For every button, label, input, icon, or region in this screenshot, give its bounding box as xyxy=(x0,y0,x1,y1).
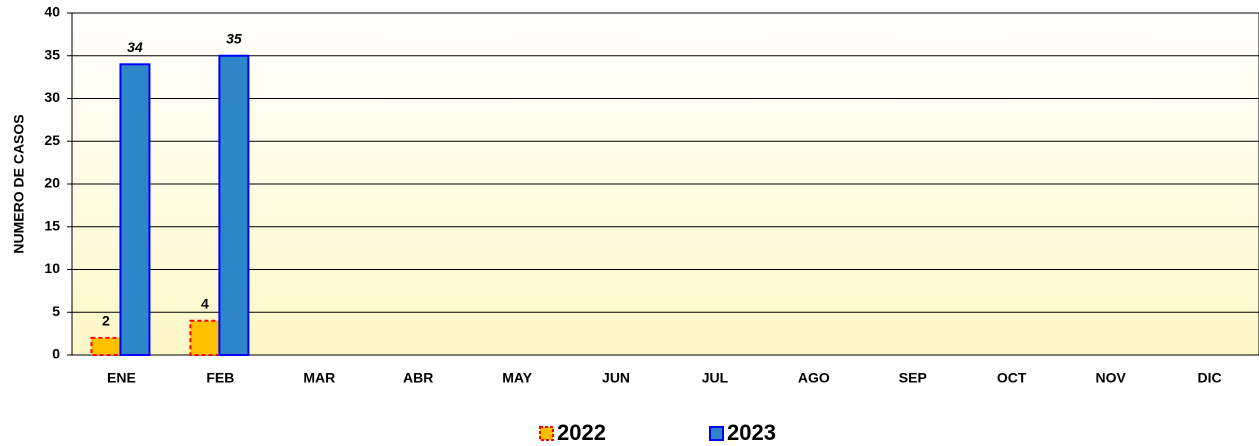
bar xyxy=(90,336,122,356)
x-tick-label: MAR xyxy=(303,370,335,386)
data-label: 4 xyxy=(201,296,209,312)
x-tick-label: ENE xyxy=(107,370,136,386)
y-tick-label: 0 xyxy=(52,346,60,362)
x-tick-label: JUL xyxy=(702,370,729,386)
data-label: 35 xyxy=(226,30,242,46)
legend-swatch xyxy=(539,426,554,441)
data-label: 2 xyxy=(102,313,110,329)
bar xyxy=(189,319,221,356)
x-tick-label: MAY xyxy=(502,370,532,386)
y-tick-label: 20 xyxy=(44,175,60,191)
y-tick-label: 10 xyxy=(44,260,60,276)
x-tick-label: SEP xyxy=(899,370,927,386)
x-tick-label: ABR xyxy=(403,370,433,386)
legend-label: 2023 xyxy=(727,420,776,445)
y-tick-label: 30 xyxy=(44,89,60,105)
y-tick-label: 25 xyxy=(44,132,60,148)
bar xyxy=(119,63,151,357)
x-tick-label: OCT xyxy=(997,370,1027,386)
legend-label: 2022 xyxy=(557,420,606,445)
x-tick-label: JUN xyxy=(602,370,630,386)
bar xyxy=(218,54,250,356)
data-label: 34 xyxy=(127,39,143,55)
x-tick-label: FEB xyxy=(206,370,234,386)
y-tick-label: 15 xyxy=(44,217,60,233)
x-tick-label: DIC xyxy=(1197,370,1221,386)
x-tick-label: AGO xyxy=(798,370,830,386)
y-tick-label: 5 xyxy=(52,303,60,319)
y-tick-label: 40 xyxy=(44,4,60,20)
y-axis-label: NUMERO DE CASOS xyxy=(11,114,27,253)
legend-swatch xyxy=(709,426,724,441)
x-tick-label: NOV xyxy=(1095,370,1126,386)
y-tick-label: 35 xyxy=(44,46,60,62)
